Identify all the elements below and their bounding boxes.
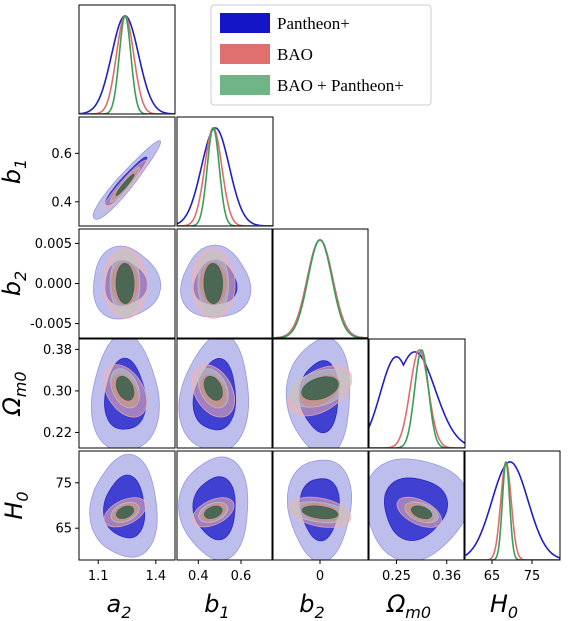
panel-b2-vs-a2 <box>94 246 161 319</box>
marginal-curve-series-2 <box>79 16 175 114</box>
x-tick-label-b1: 0.4 <box>188 569 209 584</box>
x-tick-label-Om: 0.36 <box>432 569 461 584</box>
panel-b1-vs-a2 <box>93 141 160 220</box>
marginal-curve-series-0 <box>79 16 175 114</box>
panel-H0-vs-a2 <box>90 454 158 557</box>
y-tick-label-b2: 0.000 <box>35 277 72 292</box>
marginal-b1 <box>177 128 273 226</box>
y-tick-label-b2: -0.005 <box>30 317 72 332</box>
legend-label-combined: BAO + Pantheon+ <box>277 76 404 95</box>
panel-Om-vs-b1 <box>179 334 249 451</box>
legend-swatch-bao <box>220 44 270 64</box>
y-tick-label-Om: 0.38 <box>43 343 72 358</box>
y-tick-label-Om: 0.22 <box>43 426 72 441</box>
legend-label-pantheon: Pantheon+ <box>277 14 350 33</box>
panel-Om-vs-b2 <box>286 338 352 456</box>
panel-H0-vs-Om <box>365 459 469 562</box>
legend-swatch-combined <box>220 75 270 95</box>
marginal-curve-series-1 <box>79 16 175 114</box>
x-tick-label-b1: 0.6 <box>231 569 252 584</box>
x-axis-label-Om: Ωm0 <box>386 590 431 621</box>
x-tick-label-H0: 75 <box>524 569 541 584</box>
marginal-curve-series-2 <box>369 350 465 448</box>
y-axis-label-b2: b2 <box>0 271 30 296</box>
marginal-b2 <box>272 240 368 338</box>
legend-swatch-pantheon <box>220 13 270 33</box>
marginal-curve-series-1 <box>272 240 368 338</box>
y-tick-label-H0: 65 <box>55 522 72 537</box>
x-axis-label-H0: H0 <box>490 590 518 621</box>
y-tick-label-b1: 0.6 <box>51 147 72 162</box>
y-tick-label-H0: 75 <box>55 476 72 491</box>
panel-Om-vs-a2 <box>91 334 159 450</box>
contour-inner-series-2 <box>116 263 134 303</box>
x-tick-label-Om: 0.25 <box>382 569 411 584</box>
axes-layer: 0.40.6b10.0050.000-0.005b20.380.300.22Ωm… <box>0 147 540 621</box>
panel-H0-vs-b2 <box>287 460 351 562</box>
panel-H0-vs-b1 <box>179 457 248 561</box>
y-tick-label-b1: 0.4 <box>51 195 72 210</box>
y-axis-label-Om: Ωm0 <box>0 371 30 416</box>
contour-inner-series-2 <box>204 263 223 303</box>
x-tick-label-a2: 1.1 <box>88 569 109 584</box>
y-tick-label-Om: 0.30 <box>43 384 72 399</box>
legend-label-bao: BAO <box>277 45 313 64</box>
x-tick-label-H0: 65 <box>484 569 501 584</box>
x-axis-label-b2: b2 <box>299 590 324 621</box>
marginal-Om <box>369 350 465 448</box>
x-tick-label-b2: 0 <box>316 569 324 584</box>
x-axis-label-a2: a2 <box>107 590 132 621</box>
legend: Pantheon+ BAO BAO + Pantheon+ <box>211 5 431 105</box>
marginal-a2 <box>79 16 175 114</box>
y-axis-label-H0: H0 <box>0 491 32 519</box>
x-axis-label-b1: b1 <box>204 590 229 621</box>
y-tick-label-b2: 0.005 <box>35 237 72 252</box>
marginal-curve-series-2 <box>272 240 368 338</box>
y-axis-label-b1: b1 <box>0 159 30 184</box>
marginal-curve-series-2 <box>177 128 273 226</box>
marginal-curve-series-0 <box>272 240 368 338</box>
marginal-H0 <box>464 462 560 560</box>
panel-frame <box>272 229 368 338</box>
x-tick-label-a2: 1.4 <box>145 569 166 584</box>
panel-b2-vs-b1 <box>181 245 251 318</box>
